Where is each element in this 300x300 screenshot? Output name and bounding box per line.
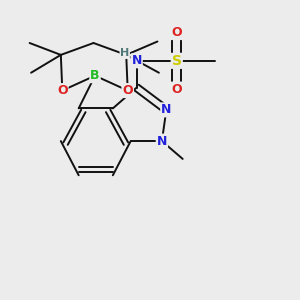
Text: O: O [57,84,68,97]
Text: N: N [131,54,142,67]
Text: S: S [172,54,182,68]
Text: B: B [90,69,100,82]
Text: N: N [157,135,167,148]
Text: H: H [120,48,129,59]
Text: O: O [171,26,182,39]
Text: N: N [161,103,172,116]
Text: O: O [122,84,133,97]
Text: O: O [171,82,182,96]
